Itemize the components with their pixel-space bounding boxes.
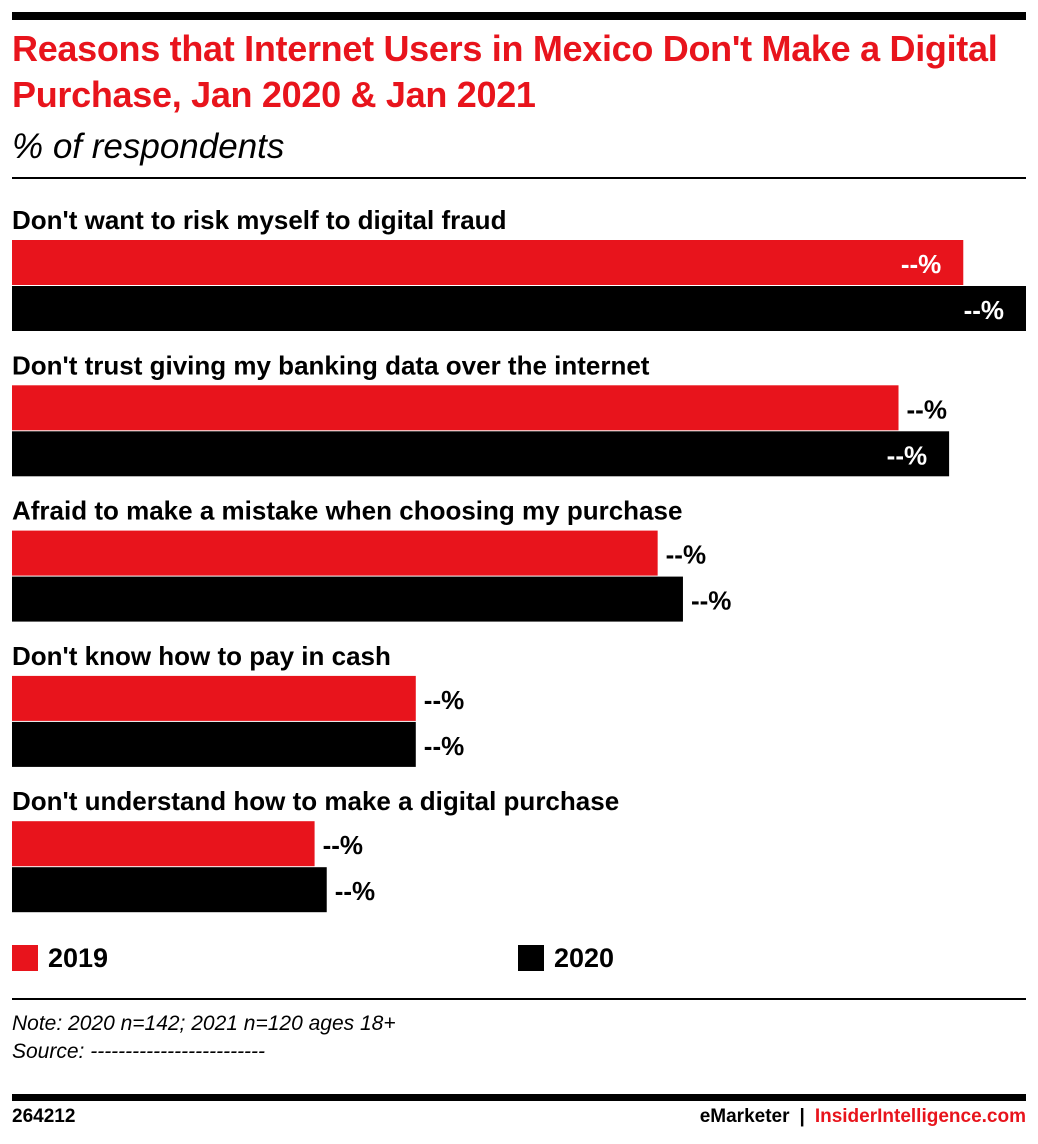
bar-2020-3 [12, 576, 683, 622]
value-label-2020-5: --% [335, 876, 375, 906]
note-text: Note: 2020 n=142; 2021 n=120 ages 18+ [12, 1012, 396, 1035]
footer-divider [12, 998, 1026, 1000]
chart-id: 264212 [12, 1106, 76, 1127]
chart-title: Reasons that Internet Users in Mexico Do… [12, 28, 998, 115]
top-rule [12, 12, 1026, 20]
brand-emarketer: eMarketer [699, 1106, 790, 1127]
value-label-2019-2: --% [907, 394, 947, 424]
value-label-2020-4: --% [424, 731, 464, 761]
bar-2020-5 [12, 867, 327, 913]
bar-2019-4 [12, 675, 416, 721]
brand-insider-intelligence: InsiderIntelligence.com [814, 1106, 1026, 1127]
legend-item-2019: 2019 [12, 942, 109, 973]
legend-label-2019: 2019 [48, 942, 109, 973]
bar-2019-2 [12, 385, 899, 431]
legend-item-2020: 2020 [518, 942, 615, 973]
category-label-2: Don't trust giving my banking data over … [12, 350, 650, 380]
value-label-2020-2: --% [887, 440, 927, 470]
bar-2019-5 [12, 821, 315, 867]
category-label-3: Afraid to make a mistake when choosing m… [12, 496, 682, 526]
bar-2019-1 [12, 240, 964, 285]
category-label-5: Don't understand how to make a digital p… [12, 786, 619, 816]
value-label-2019-5: --% [323, 830, 363, 860]
category-label-4: Don't know how to pay in cash [12, 641, 391, 671]
value-label-2020-1: --% [964, 295, 1004, 325]
value-label-2019-3: --% [666, 540, 706, 570]
category-label-1: Don't want to risk myself to digital fra… [12, 205, 506, 235]
source-text: Source: ------------------------- [12, 1040, 266, 1063]
chart-subtitle: % of respondents [12, 127, 285, 166]
bar-2020-2 [12, 431, 950, 477]
value-label-2020-3: --% [691, 586, 731, 616]
value-label-2019-4: --% [424, 685, 464, 715]
bar-2020-1 [12, 286, 1026, 331]
bar-2019-3 [12, 530, 658, 576]
legend-swatch-2019 [12, 945, 38, 971]
footer-brand: eMarketer | InsiderIntelligence.com [700, 1106, 1026, 1128]
bottom-rule [12, 1094, 1026, 1101]
legend-swatch-2020 [518, 945, 544, 971]
header-divider [12, 177, 1026, 179]
notes: Note: 2020 n=142; 2021 n=120 ages 18+ So… [12, 1010, 396, 1066]
legend-label-2020: 2020 [554, 942, 615, 973]
brand-separator: | [799, 1106, 805, 1127]
bar-2020-4 [12, 721, 416, 767]
value-label-2019-1: --% [901, 249, 941, 279]
